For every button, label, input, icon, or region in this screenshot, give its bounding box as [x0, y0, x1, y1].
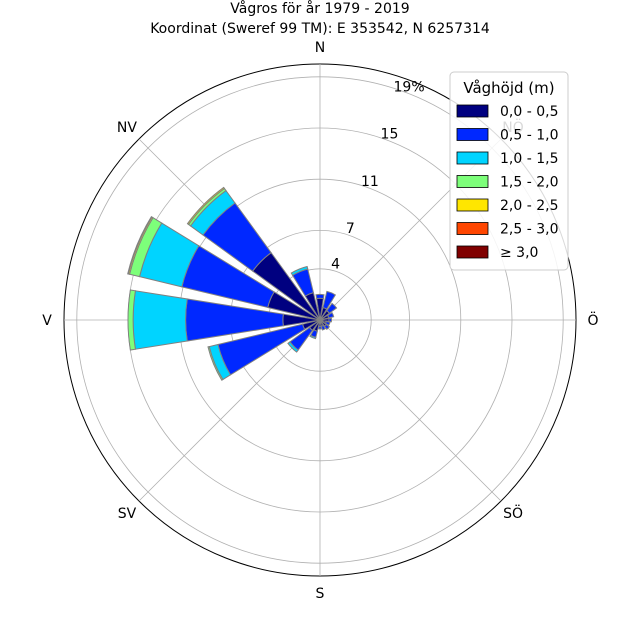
bar-segment [290, 265, 309, 276]
bar-segment [287, 341, 299, 353]
legend-box [449, 71, 569, 271]
legend-entry: 1,0 - 1,5 [500, 151, 558, 167]
direction-label: S [316, 586, 325, 602]
rose-bars [127, 186, 338, 381]
radial-tick-label: 19% [394, 79, 425, 95]
bar-segment [186, 186, 226, 226]
bar-segment [324, 320, 331, 327]
bar-segment [207, 345, 224, 381]
legend-entry: 2,5 - 3,0 [500, 222, 558, 238]
legend-swatch [456, 128, 489, 141]
grid-spoke [319, 319, 502, 502]
bar-segment [326, 302, 338, 314]
bar-segment [328, 317, 333, 323]
chart-subtitle: Koordinat (Sweref 99 TM): E 353542, N 62… [150, 21, 490, 37]
bar-segment [309, 334, 317, 340]
bar-segment [320, 324, 327, 331]
radial-tick-label: 4 [331, 257, 340, 273]
legend-title: Våghöjd (m) [463, 79, 554, 97]
legend-entry: ≥ 3,0 [500, 245, 538, 261]
radial-tick-label: 11 [361, 174, 379, 190]
bar-segment [322, 290, 337, 310]
radial-tick-label: 15 [381, 127, 399, 143]
legend-entry: 2,0 - 2,5 [500, 198, 558, 214]
legend-entry: 0,0 - 0,5 [500, 104, 558, 120]
bar-segment [127, 289, 136, 351]
bar-segment [132, 290, 188, 350]
legend: Våghöjd (m) 0,0 - 0,5 0,5 - 1,0 1,0 - 1,5 1,… [449, 71, 569, 271]
legend-swatch [456, 198, 489, 212]
legend-swatch [456, 245, 489, 259]
bar-segment [326, 311, 335, 319]
bar-segment [315, 293, 325, 300]
direction-label: Ö [587, 311, 598, 329]
legend-swatch [456, 104, 489, 118]
legend-entry: 0,5 - 1,0 [500, 128, 558, 144]
legend-entry: 1,5 - 2,0 [500, 175, 558, 191]
direction-label: N [315, 40, 325, 56]
chart-title: Vågros för år 1979 - 2019 [230, 0, 409, 17]
direction-label: NV [117, 120, 137, 136]
grid-spoke [138, 319, 321, 502]
bar-segment [323, 323, 331, 331]
legend-swatch [456, 222, 489, 235]
direction-label: SÖ [503, 504, 523, 522]
legend-swatch [456, 175, 489, 188]
direction-label: V [42, 313, 52, 329]
bar-segment [127, 215, 153, 275]
bar-segment [318, 325, 322, 330]
direction-label: SV [118, 506, 137, 522]
legend-swatch [456, 151, 489, 165]
radial-tick-labels: 4 7 11 15 19% [331, 79, 424, 272]
radial-tick-label: 7 [346, 221, 355, 237]
